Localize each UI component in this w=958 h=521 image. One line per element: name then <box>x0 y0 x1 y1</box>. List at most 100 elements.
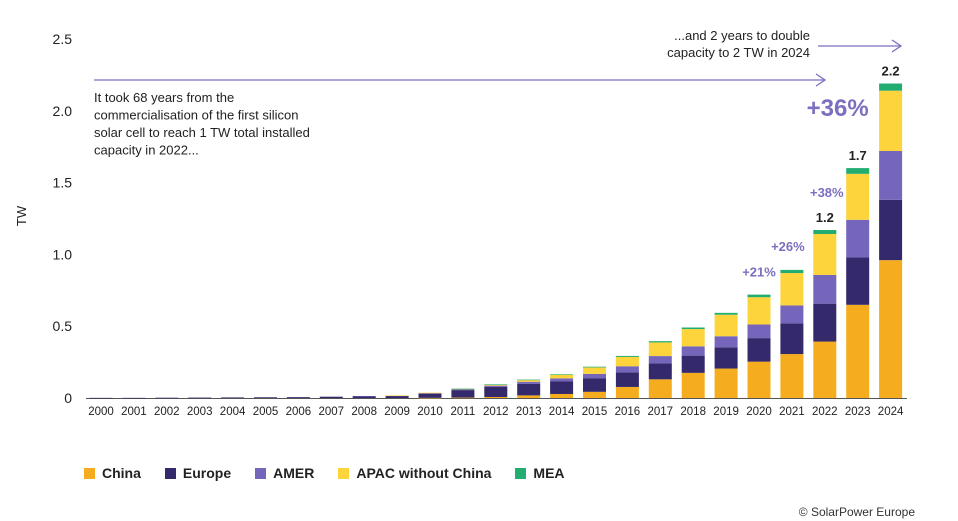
bar-segment-europe <box>550 381 574 394</box>
bar-segment-europe <box>517 383 541 396</box>
bar-segment-amer <box>879 151 903 200</box>
x-tick-label: 2010 <box>417 406 443 418</box>
bar-segment-apac-without-china <box>846 173 870 220</box>
x-tick-label: 2023 <box>845 406 871 418</box>
x-tick-label: 2024 <box>878 406 904 418</box>
bar-segment-apac-without-china <box>648 342 672 357</box>
bar-segment-china <box>648 379 672 398</box>
bar-segment-amer <box>780 305 804 324</box>
y-tick-label: 0 <box>64 390 72 406</box>
bar-segment-china <box>813 341 837 398</box>
y-tick-label: 1.5 <box>53 175 73 191</box>
legend-swatch <box>255 467 267 479</box>
bar-segment-apac-without-china <box>517 380 541 382</box>
bar-segment-europe <box>648 363 672 380</box>
bar-segment-mea <box>615 355 639 357</box>
bar-segment-europe <box>122 397 146 399</box>
bar-segment-europe <box>89 397 113 399</box>
x-tick-label: 2011 <box>451 406 476 418</box>
bar-segment-apac-without-china <box>385 395 409 397</box>
bar-segment-mea <box>714 312 738 315</box>
x-tick-label: 2007 <box>319 406 345 418</box>
legend-item: APAC without China <box>338 465 491 481</box>
bar-segment-europe <box>846 257 870 305</box>
annotation-arrow-head <box>891 39 903 53</box>
bar-segment-mea <box>550 374 574 375</box>
legend-label: APAC without China <box>356 465 492 481</box>
bar-segment-amer <box>451 389 475 391</box>
bar-segment-europe <box>451 390 475 398</box>
x-tick-label: 2019 <box>713 406 739 418</box>
bar-segment-apac-without-china <box>813 234 837 275</box>
x-tick-label: 2013 <box>516 406 542 418</box>
bar-segment-amer <box>583 373 606 379</box>
bar-segment-mea <box>648 341 672 343</box>
bar-segment-apac-without-china <box>879 90 903 152</box>
bar-segment-china <box>747 361 771 398</box>
growth-label: +26% <box>771 239 805 254</box>
bar-segment-china <box>550 393 574 398</box>
x-tick-label: 2016 <box>615 406 641 418</box>
bar-segment-mea <box>681 327 705 330</box>
bar-segment-amer <box>813 274 837 304</box>
bar-segment-amer <box>714 336 738 348</box>
legend-swatch <box>164 467 176 479</box>
legend-label: China <box>102 465 141 481</box>
legend-label: AMER <box>273 465 315 481</box>
bar-segment-china <box>681 372 705 398</box>
y-axis: TW 0 0.5 1.0 1.5 2.0 2.5 <box>14 31 72 406</box>
growth-label: +38% <box>810 185 844 200</box>
x-axis: 2000 2001 2002 2003 2004 2005 2006 2007 2008 2009… <box>86 398 907 418</box>
x-tick-label: 2015 <box>582 406 608 418</box>
legend-item: AMER <box>255 465 314 481</box>
bar-segment-amer <box>747 324 771 339</box>
annotation-arrow-head <box>815 73 827 87</box>
annotation-text-line: capacity to 2 TW in 2024 <box>667 45 810 60</box>
bar-segment-apac-without-china <box>550 374 574 379</box>
bar-segment-mea <box>747 294 771 298</box>
bar-labels: 1.2 1.7 2.2 +21% +26% +38% +36% <box>742 64 899 280</box>
y-tick-label: 1.0 <box>53 246 73 262</box>
bar-segment-china <box>451 397 475 399</box>
bar-segment-europe <box>286 397 310 398</box>
bar-segment-europe <box>714 347 738 369</box>
bar-segment-amer <box>550 378 574 382</box>
x-tick-label: 2001 <box>121 406 147 418</box>
bar-segment-apac-without-china <box>484 384 508 386</box>
bar-segment-europe <box>484 386 508 397</box>
x-tick-label: 2002 <box>154 406 180 418</box>
bar-segment-europe <box>418 393 442 398</box>
bar-segment-china <box>879 260 903 398</box>
bar-segment-europe <box>879 199 903 261</box>
bar-segment-mea <box>583 366 606 368</box>
legend: China Europe AMER APAC without China MEA <box>84 465 589 481</box>
annotation-text-line: It took 68 years from the <box>94 90 234 105</box>
bar-segment-china <box>714 368 738 398</box>
x-tick-label: 2012 <box>483 406 509 418</box>
bar-segment-apac-without-china <box>583 367 606 374</box>
y-axis-title: TW <box>14 205 29 226</box>
bar-segment-mea <box>517 379 541 381</box>
bar-segment-china <box>780 354 804 398</box>
bar-segment-apac-without-china <box>714 314 738 337</box>
bar-segment-mea <box>780 269 804 274</box>
bar-segment-mea <box>846 168 870 174</box>
x-tick-label: 2022 <box>812 406 838 418</box>
credit-text: © SolarPower Europe <box>798 505 915 519</box>
bar-segment-mea <box>879 83 903 91</box>
bar-segment-europe <box>780 323 804 355</box>
annotation-text-line: capacity in 2022... <box>94 143 199 158</box>
annotation-text-line: commercialisation of the first silicon <box>94 108 298 123</box>
bar-segment-china <box>418 397 442 399</box>
x-tick-label: 2000 <box>88 406 114 418</box>
x-tick-label: 2014 <box>549 406 575 418</box>
y-tick-label: 2.5 <box>53 31 73 47</box>
legend-item: China <box>84 465 141 481</box>
bars <box>89 83 903 399</box>
bar-segment-amer <box>517 381 541 384</box>
bar-segment-europe <box>188 397 212 399</box>
x-tick-label: 2005 <box>253 406 279 418</box>
bar-segment-amer <box>846 219 870 258</box>
bar-segment-amer <box>484 385 508 387</box>
